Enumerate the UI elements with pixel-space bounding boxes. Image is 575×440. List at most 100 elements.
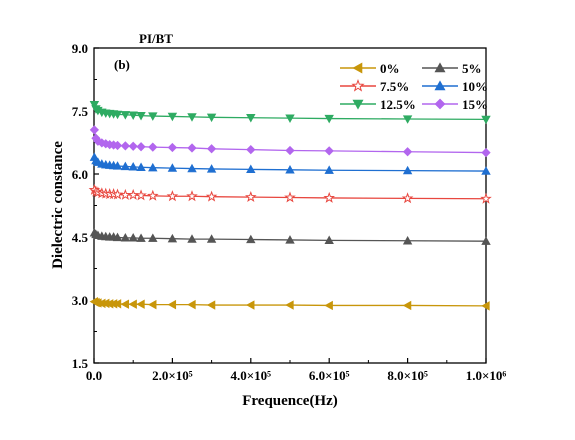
x-tick-label: 2.0×10⁵: [152, 368, 193, 383]
data-point: [481, 115, 491, 125]
data-point: [167, 163, 178, 172]
data-point: [285, 164, 295, 174]
legend-marker: [352, 62, 363, 74]
data-point: [246, 164, 256, 174]
legend: 0% 5% 7.5% 10% 12.5% 15%: [340, 61, 488, 112]
legend-label: 12.5%: [380, 97, 416, 112]
data-point: [148, 233, 158, 242]
data-point: [187, 234, 197, 243]
data-point: [112, 299, 122, 309]
x-tick-label: 4.0×10⁵: [231, 368, 272, 383]
data-point: [481, 301, 490, 311]
data-point: [166, 190, 179, 202]
legend-label: 15%: [462, 97, 488, 112]
data-point: [284, 191, 296, 203]
data-point: [402, 235, 413, 245]
data-point: [167, 233, 178, 243]
y-axis-title: Dielectric constance: [50, 141, 66, 269]
data-point: [324, 114, 334, 124]
legend-label: 5%: [462, 61, 482, 76]
data-point: [481, 166, 491, 175]
x-tick-label: 1.0×10⁶: [466, 368, 507, 383]
data-point: [112, 232, 123, 242]
data-point: [148, 142, 158, 152]
data-point: [128, 162, 138, 171]
data-point: [120, 299, 130, 309]
data-point: [120, 161, 131, 171]
data-point: [285, 300, 294, 310]
data-point: [187, 143, 197, 153]
y-axis: 1.5 3.0 4.5 6.0 7.5 9.0: [72, 41, 99, 371]
data-point: [285, 145, 295, 156]
x-tick-label: 6.0×10⁵: [309, 368, 350, 383]
legend-label: 7.5%: [380, 79, 409, 94]
data-point: [120, 111, 131, 120]
data-point: [148, 162, 158, 172]
y-tick-label: 3.0: [72, 293, 88, 308]
data-point: [89, 125, 100, 135]
data-point: [136, 233, 146, 242]
data-point: [148, 112, 158, 121]
x-axis: 0.0 2.0×10⁵ 4.0×10⁵ 6.0×10⁵ 8.0×10⁵ 1.0×10⁶: [86, 358, 507, 383]
data-point: [246, 145, 256, 155]
data-point: [402, 115, 413, 124]
data-point: [323, 191, 335, 203]
data-point: [206, 300, 216, 310]
data-point: [136, 142, 146, 152]
data-point: [205, 190, 218, 202]
data-point: [324, 146, 334, 156]
data-point: [206, 144, 217, 154]
data-point: [245, 191, 257, 203]
data-point: [402, 147, 413, 157]
legend-label: 10%: [462, 79, 488, 94]
data-point: [136, 111, 146, 121]
data-point: [127, 188, 139, 200]
data-point: [402, 300, 412, 311]
y-tick-label: 4.5: [72, 230, 89, 245]
y-tick-label: 1.5: [72, 356, 89, 371]
data-point: [324, 300, 333, 311]
data-point: [120, 141, 130, 151]
data-point: [128, 299, 137, 309]
panel-label: (b): [114, 57, 130, 72]
data-point: [136, 162, 146, 171]
data-point: [167, 112, 178, 122]
x-axis-title: Frequence(Hz): [242, 393, 338, 409]
legend-marker: [352, 99, 364, 110]
data-point: [89, 101, 100, 110]
chart-title: PI/BT: [139, 31, 173, 46]
data-point: [186, 190, 198, 202]
data-point: [187, 163, 197, 173]
data-point: [206, 164, 217, 173]
data-point: [120, 233, 131, 242]
data-point: [480, 192, 492, 204]
legend-marker: [434, 62, 446, 73]
data-point: [401, 192, 414, 204]
y-tick-label: 7.5: [72, 104, 89, 119]
data-point: [324, 235, 334, 245]
legend-label: 0%: [380, 61, 400, 76]
legend-marker: [434, 80, 446, 91]
data-point: [285, 235, 295, 244]
data-point: [112, 110, 123, 120]
data-point: [285, 114, 295, 123]
data-point: [167, 299, 177, 310]
data-point: [112, 140, 123, 151]
data-point: [119, 188, 132, 200]
plot-frame: [93, 47, 487, 364]
data-point: [167, 142, 178, 153]
legend-marker: [434, 98, 446, 110]
data-point: [187, 299, 196, 310]
data-point: [246, 234, 256, 244]
data-point: [147, 189, 159, 201]
data-point: [402, 165, 413, 175]
data-point: [135, 189, 147, 201]
data-point: [245, 300, 255, 310]
data-point: [128, 233, 138, 242]
data-point: [206, 113, 217, 123]
x-tick-label: 0.0: [86, 368, 102, 383]
legend-marker: [351, 79, 365, 92]
data-point: [128, 111, 138, 121]
data-point: [136, 299, 145, 309]
